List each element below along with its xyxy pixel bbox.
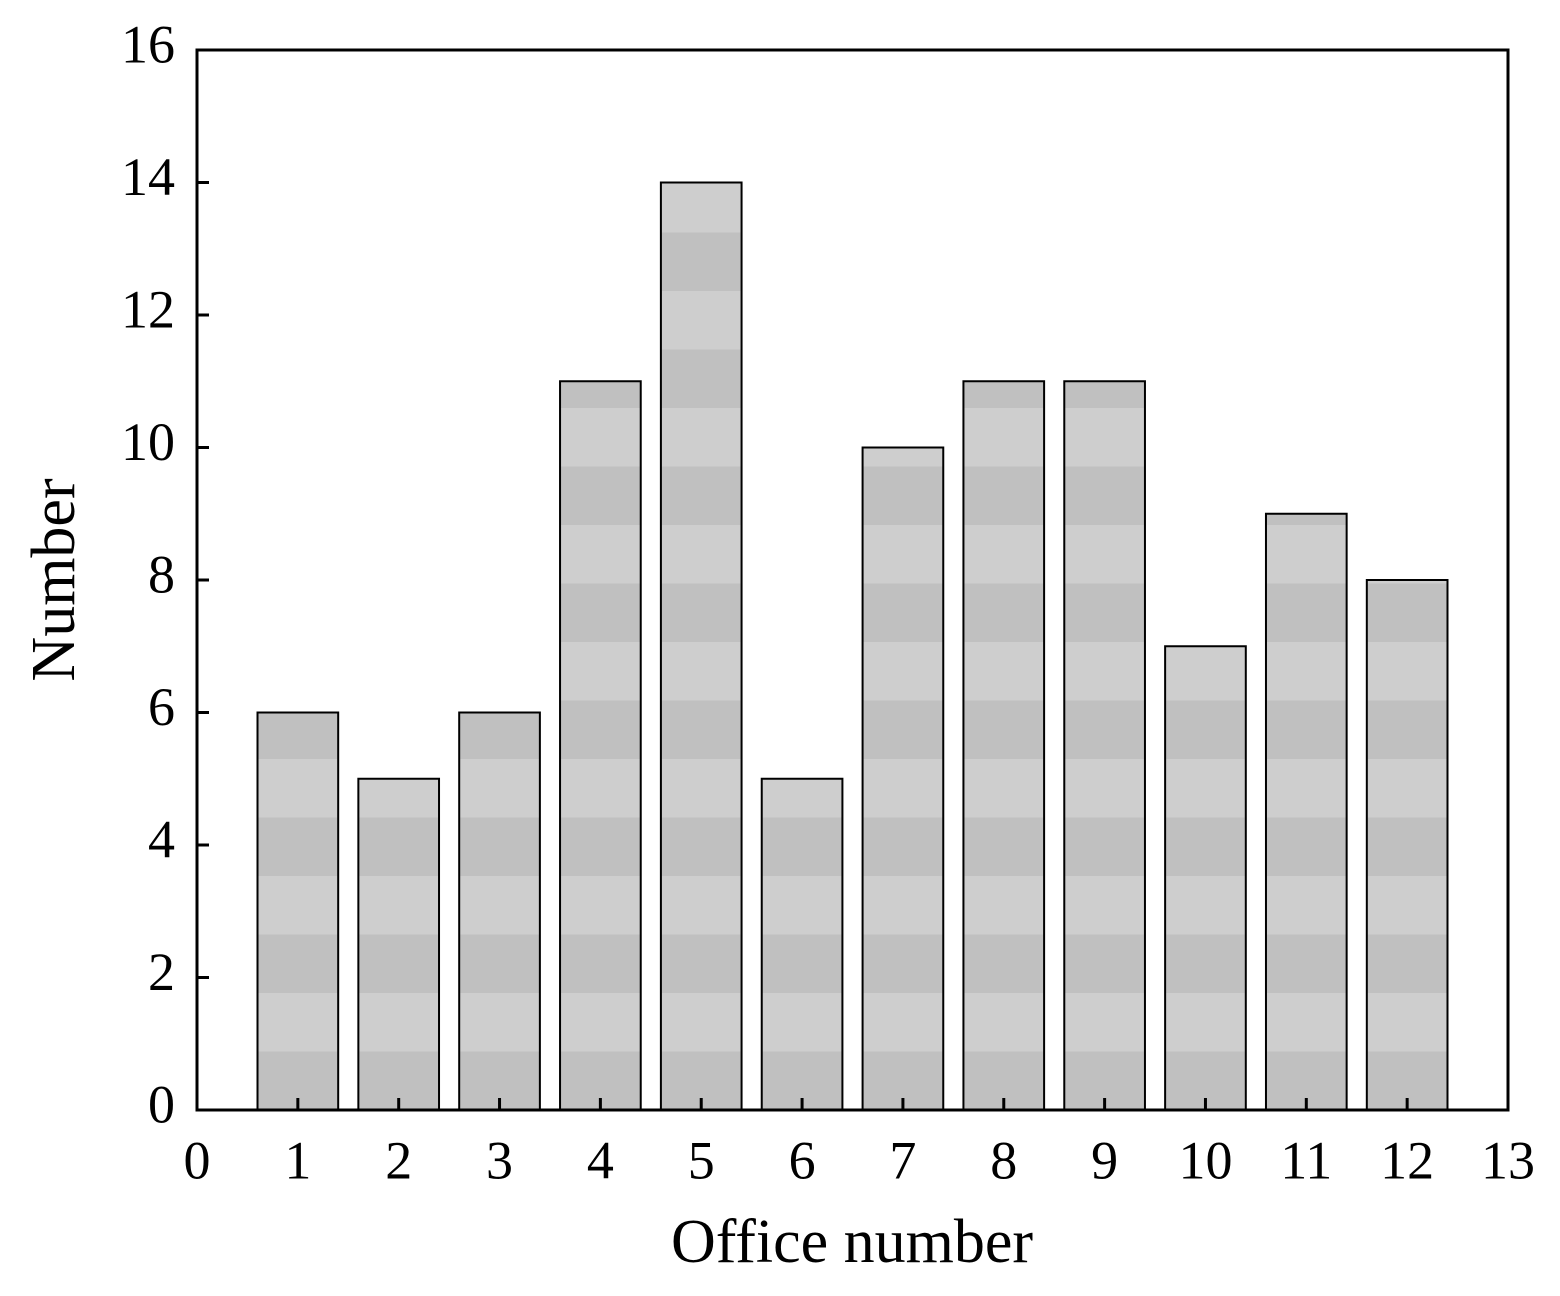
bar	[861, 446, 945, 1111]
x-tick-label: 1	[284, 1130, 311, 1190]
x-tick-label: 12	[1380, 1130, 1434, 1190]
bar	[659, 181, 743, 1111]
y-tick-label: 14	[121, 147, 175, 207]
x-tick-label: 8	[990, 1130, 1017, 1190]
x-axis-label: Office number	[671, 1208, 1033, 1276]
bar	[1365, 579, 1449, 1111]
x-tick-label: 10	[1178, 1130, 1232, 1190]
bar	[559, 380, 642, 1111]
bar	[357, 777, 441, 1111]
y-axis-label: Number	[20, 478, 88, 682]
x-tick-label: 2	[385, 1130, 412, 1190]
y-tick-label: 2	[148, 942, 175, 1002]
bar	[458, 711, 541, 1111]
x-tick-label: 5	[688, 1130, 715, 1190]
y-tick-label: 4	[148, 809, 175, 869]
bar	[1264, 512, 1348, 1111]
bar	[256, 711, 340, 1111]
x-tick-label: 9	[1091, 1130, 1118, 1190]
bar	[1164, 645, 1247, 1111]
x-tick-label: 4	[587, 1130, 614, 1190]
y-tick-label: 16	[121, 14, 175, 74]
x-tick-label: 0	[184, 1130, 211, 1190]
y-tick-label: 6	[148, 677, 175, 737]
y-tick-label: 12	[121, 279, 175, 339]
y-tick-label: 8	[148, 544, 175, 604]
x-tick-label: 3	[486, 1130, 513, 1190]
bar	[760, 777, 844, 1111]
bar	[1063, 380, 1146, 1111]
x-tick-label: 7	[889, 1130, 916, 1190]
bar	[962, 380, 1046, 1111]
x-tick-label: 13	[1481, 1130, 1535, 1190]
x-tick-label: 11	[1280, 1130, 1332, 1190]
x-tick-label: 6	[789, 1130, 816, 1190]
y-tick-label: 0	[148, 1074, 175, 1134]
y-tick-label: 10	[121, 412, 175, 472]
